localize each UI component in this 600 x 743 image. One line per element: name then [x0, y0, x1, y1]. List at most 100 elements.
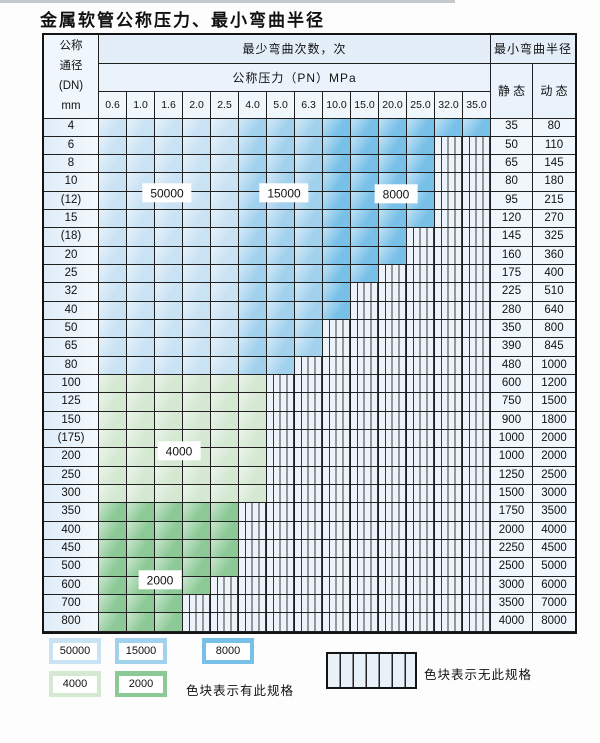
cycle-cell-2000 — [99, 540, 127, 559]
legend-swatch-50000: 50000 — [49, 638, 101, 664]
no-spec-cell — [295, 558, 323, 577]
cycle-cell-50000 — [127, 155, 155, 174]
cycle-cell-4000 — [99, 485, 127, 504]
cycle-cell-4000 — [155, 411, 183, 431]
no-spec-cell — [463, 576, 491, 596]
cycle-cell-4000 — [211, 448, 239, 467]
static-cell: 3000 — [491, 576, 533, 596]
no-spec-cell — [211, 595, 239, 614]
static-cell: 2250 — [491, 540, 533, 559]
static-cell: 2500 — [491, 558, 533, 577]
cycle-cell-50000 — [211, 283, 239, 302]
cycle-cell-50000 — [155, 283, 183, 302]
static-cell: 2000 — [491, 521, 533, 541]
cycle-cell-2000 — [211, 503, 239, 522]
cycle-cell-4000 — [99, 411, 127, 431]
cycle-cell-8000 — [323, 283, 351, 302]
no-spec-cell — [351, 503, 379, 522]
cycle-cell-15000 — [267, 301, 295, 321]
no-spec-cell — [239, 521, 267, 541]
no-spec-cell — [379, 558, 407, 577]
pressure-col-label: 20.0 — [379, 92, 407, 119]
cycle-cell-15000 — [267, 265, 295, 284]
cycle-cell-2000 — [183, 558, 211, 577]
cycle-cell-8000 — [323, 301, 351, 321]
no-spec-cell — [435, 338, 463, 357]
no-spec-cell — [435, 595, 463, 614]
cycle-cell-2000 — [127, 595, 155, 614]
static-cell: 225 — [491, 283, 533, 302]
no-spec-cell — [323, 411, 351, 431]
cycle-cell-15000 — [295, 155, 323, 174]
dn-cell: 8 — [44, 155, 99, 174]
no-spec-cell — [435, 136, 463, 156]
no-spec-cell — [295, 430, 323, 449]
cycle-label-15000: 15000 — [259, 183, 309, 203]
cycle-cell-8000 — [463, 118, 491, 137]
legend-swatch-4000: 4000 — [49, 671, 101, 697]
no-spec-cell — [435, 558, 463, 577]
dynamic-cell: 1200 — [533, 375, 575, 394]
no-spec-cell — [295, 521, 323, 541]
no-spec-cell — [463, 393, 491, 412]
cycle-cell-2000 — [99, 595, 127, 614]
dn-cell: 450 — [44, 540, 99, 559]
no-spec-cell — [351, 393, 379, 412]
no-spec-cell — [351, 466, 379, 486]
no-spec-cell — [435, 173, 463, 192]
pressure-header: 公称压力（PN）MPa — [99, 64, 491, 92]
cycle-cell-8000 — [407, 118, 435, 137]
cycle-cell-50000 — [211, 246, 239, 266]
dn-cell: (175) — [44, 430, 99, 449]
no-spec-cell — [351, 595, 379, 614]
no-spec-cell — [435, 411, 463, 431]
no-spec-cell — [407, 338, 435, 357]
cycle-cell-50000 — [155, 301, 183, 321]
cycle-cell-15000 — [267, 283, 295, 302]
no-spec-cell — [379, 375, 407, 394]
cycle-cell-50000 — [183, 356, 211, 376]
dynamic-cell: 400 — [533, 265, 575, 284]
cycle-cell-4000 — [239, 411, 267, 431]
cycle-cell-2000 — [99, 503, 127, 522]
no-spec-cell — [323, 338, 351, 357]
cycle-cell-4000 — [183, 411, 211, 431]
dn-cell: 600 — [44, 576, 99, 596]
static-cell: 120 — [491, 210, 533, 229]
no-spec-cell — [463, 173, 491, 192]
cycle-cell-15000 — [239, 283, 267, 302]
no-spec-cell — [463, 375, 491, 394]
no-spec-cell — [323, 356, 351, 376]
no-spec-cell — [379, 521, 407, 541]
no-spec-cell — [435, 393, 463, 412]
no-spec-cell — [351, 320, 379, 339]
cycle-cell-2000 — [183, 540, 211, 559]
cycle-cell-15000 — [239, 301, 267, 321]
no-spec-cell — [379, 301, 407, 321]
cycle-cell-50000 — [99, 356, 127, 376]
no-spec-cell — [267, 430, 295, 449]
no-spec-cell — [267, 521, 295, 541]
cycle-cell-50000 — [127, 246, 155, 266]
legend-swatch-8000: 8000 — [202, 638, 254, 664]
no-spec-cell — [323, 558, 351, 577]
cycle-cell-50000 — [127, 210, 155, 229]
no-spec-cell — [267, 375, 295, 394]
no-spec-cell — [435, 320, 463, 339]
cycle-cell-15000 — [267, 356, 295, 376]
cycle-cell-50000 — [155, 338, 183, 357]
no-spec-cell — [323, 576, 351, 596]
cycle-cell-8000 — [379, 155, 407, 174]
no-spec-cell — [435, 540, 463, 559]
cycle-cell-4000 — [211, 375, 239, 394]
pressure-col-label: 10.0 — [323, 92, 351, 119]
dn-cell: 700 — [44, 595, 99, 614]
no-spec-cell — [463, 210, 491, 229]
no-spec-cell — [295, 411, 323, 431]
no-spec-cell — [295, 375, 323, 394]
no-spec-cell — [407, 393, 435, 412]
dynamic-cell: 5000 — [533, 558, 575, 577]
no-spec-cell — [379, 265, 407, 284]
cycle-cell-50000 — [99, 283, 127, 302]
